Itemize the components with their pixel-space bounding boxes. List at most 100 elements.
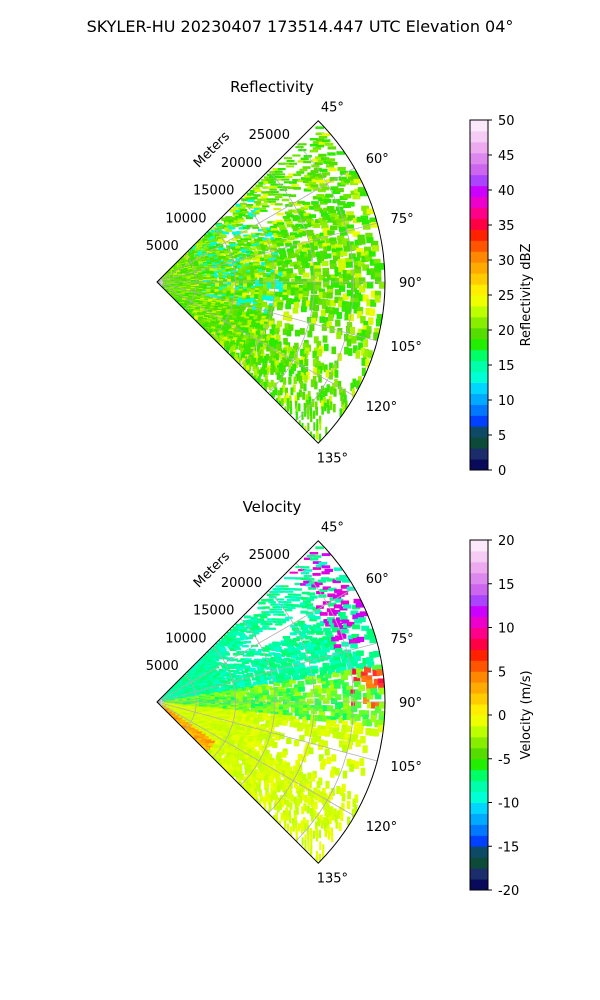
colorbar-swatch	[470, 141, 488, 154]
colorbar-tick-label: -15	[498, 840, 519, 855]
colorbar-swatch	[470, 550, 488, 563]
colorbar-swatch	[470, 736, 488, 749]
colorbar-swatch	[470, 649, 488, 661]
colorbar-swatch	[470, 426, 488, 438]
colorbar-tick-label: 10	[498, 394, 515, 409]
angle-tick-label: 45°	[321, 101, 344, 116]
colorbar-swatch	[470, 163, 488, 176]
reflectivity-colorbar-label: Reflectivity dBZ	[519, 244, 534, 347]
colorbar-swatch	[470, 393, 488, 405]
velocity-data	[161, 546, 385, 864]
colorbar-swatch	[470, 638, 488, 650]
colorbar-swatch	[470, 404, 488, 416]
colorbar-swatch	[470, 185, 488, 198]
angle-tick-label: 105°	[391, 340, 422, 355]
range-tick-label: 25000	[249, 128, 290, 143]
colorbar-swatch	[470, 262, 488, 274]
velocity-panel: Velocity Meters 500010000150002000025000…	[146, 498, 534, 899]
angle-tick-label: 135°	[317, 451, 348, 466]
velocity-grid	[156, 540, 386, 864]
colorbar-tick-label: 0	[498, 709, 506, 724]
colorbar-swatch	[470, 459, 488, 471]
colorbar-swatch	[470, 813, 488, 825]
azimuth-line	[156, 701, 378, 762]
colorbar-tick-label: 20	[498, 534, 515, 549]
angle-tick-label: 120°	[366, 400, 397, 415]
colorbar-tick-label: 30	[498, 254, 515, 269]
colorbar-swatch	[470, 448, 488, 460]
colorbar-swatch	[470, 572, 488, 585]
angle-tick-label: 90°	[399, 276, 422, 291]
range-tick-label: 25000	[249, 548, 290, 563]
colorbar-swatch	[470, 130, 488, 143]
figure-title: SKYLER-HU 20230407 173514.447 UTC Elevat…	[87, 17, 514, 36]
colorbar-swatch	[470, 660, 488, 672]
colorbar-swatch	[470, 780, 488, 793]
colorbar-swatch	[470, 671, 488, 683]
range-tick-label: 20000	[221, 156, 262, 171]
angle-tick-label: 75°	[391, 632, 414, 647]
colorbar-swatch	[470, 758, 488, 771]
colorbar-swatch	[470, 284, 488, 296]
colorbar-swatch	[470, 415, 488, 427]
angle-tick-label: 105°	[391, 760, 422, 775]
colorbar-tick-label: 5	[498, 429, 506, 444]
colorbar-tick-label: 15	[498, 359, 515, 374]
range-tick-label: 10000	[165, 211, 206, 226]
colorbar-swatch	[470, 857, 488, 869]
colorbar-swatch	[470, 682, 488, 694]
colorbar-swatch	[470, 360, 488, 373]
colorbar-tick-label: 35	[498, 219, 515, 234]
colorbar-swatch	[470, 747, 488, 760]
colorbar-swatch	[470, 540, 488, 552]
colorbar-swatch	[470, 868, 488, 880]
colorbar-swatch	[470, 627, 488, 639]
angle-tick-label: 135°	[317, 871, 348, 886]
colorbar-tick-label: 5	[498, 665, 506, 680]
reflectivity-colorbar: Reflectivity dBZ 0 5 10 15 20 25 30 35 40 45 50	[469, 114, 534, 479]
sector-frame	[156, 120, 386, 444]
colorbar-tick-label: -20	[498, 884, 519, 899]
colorbar-swatch	[470, 120, 488, 132]
colorbar-swatch	[470, 305, 488, 318]
colorbar-swatch	[470, 605, 488, 618]
colorbar-swatch	[470, 229, 488, 241]
colorbar-tick-label: 15	[498, 578, 515, 593]
colorbar-swatch	[470, 704, 488, 716]
colorbar-swatch	[470, 715, 488, 727]
sector-frame	[156, 540, 386, 864]
colorbar-swatch	[470, 174, 488, 187]
colorbar-tick-label: 45	[498, 149, 515, 164]
colorbar-swatch	[470, 338, 488, 351]
colorbar-swatch	[470, 802, 488, 814]
colorbar-swatch	[470, 316, 488, 329]
angle-tick-label: 60°	[366, 572, 389, 587]
colorbar-swatch	[470, 251, 488, 263]
colorbar-swatch	[470, 835, 488, 847]
range-tick-label: 5000	[146, 659, 179, 674]
colorbar-swatch	[470, 846, 488, 858]
colorbar-tick-label: 10	[498, 622, 515, 637]
colorbar-swatch	[470, 791, 488, 803]
range-tick-label: 20000	[221, 576, 262, 591]
colorbar-swatch	[470, 769, 488, 782]
azimuth-line	[156, 701, 355, 817]
colorbar-swatch	[470, 207, 488, 219]
range-tick-label: 15000	[193, 184, 234, 199]
velocity-colorbar: Velocity (m/s) -20 -15 -10 -5 0 5 10 15 20	[469, 534, 534, 899]
angle-tick-label: 75°	[391, 212, 414, 227]
range-tick-label: 10000	[165, 631, 206, 646]
colorbar-swatch	[470, 240, 488, 252]
angle-tick-label: 90°	[399, 696, 422, 711]
colorbar-swatch	[470, 349, 488, 362]
colorbar-swatch	[470, 616, 488, 628]
colorbar-swatch	[470, 152, 488, 165]
range-tick-label: 15000	[193, 604, 234, 619]
colorbar-swatch	[470, 561, 488, 574]
colorbar-swatch	[470, 594, 488, 607]
azimuth-line	[156, 222, 378, 283]
colorbar-swatch	[470, 437, 488, 449]
colorbar-swatch	[470, 824, 488, 836]
reflectivity-grid	[156, 120, 386, 444]
